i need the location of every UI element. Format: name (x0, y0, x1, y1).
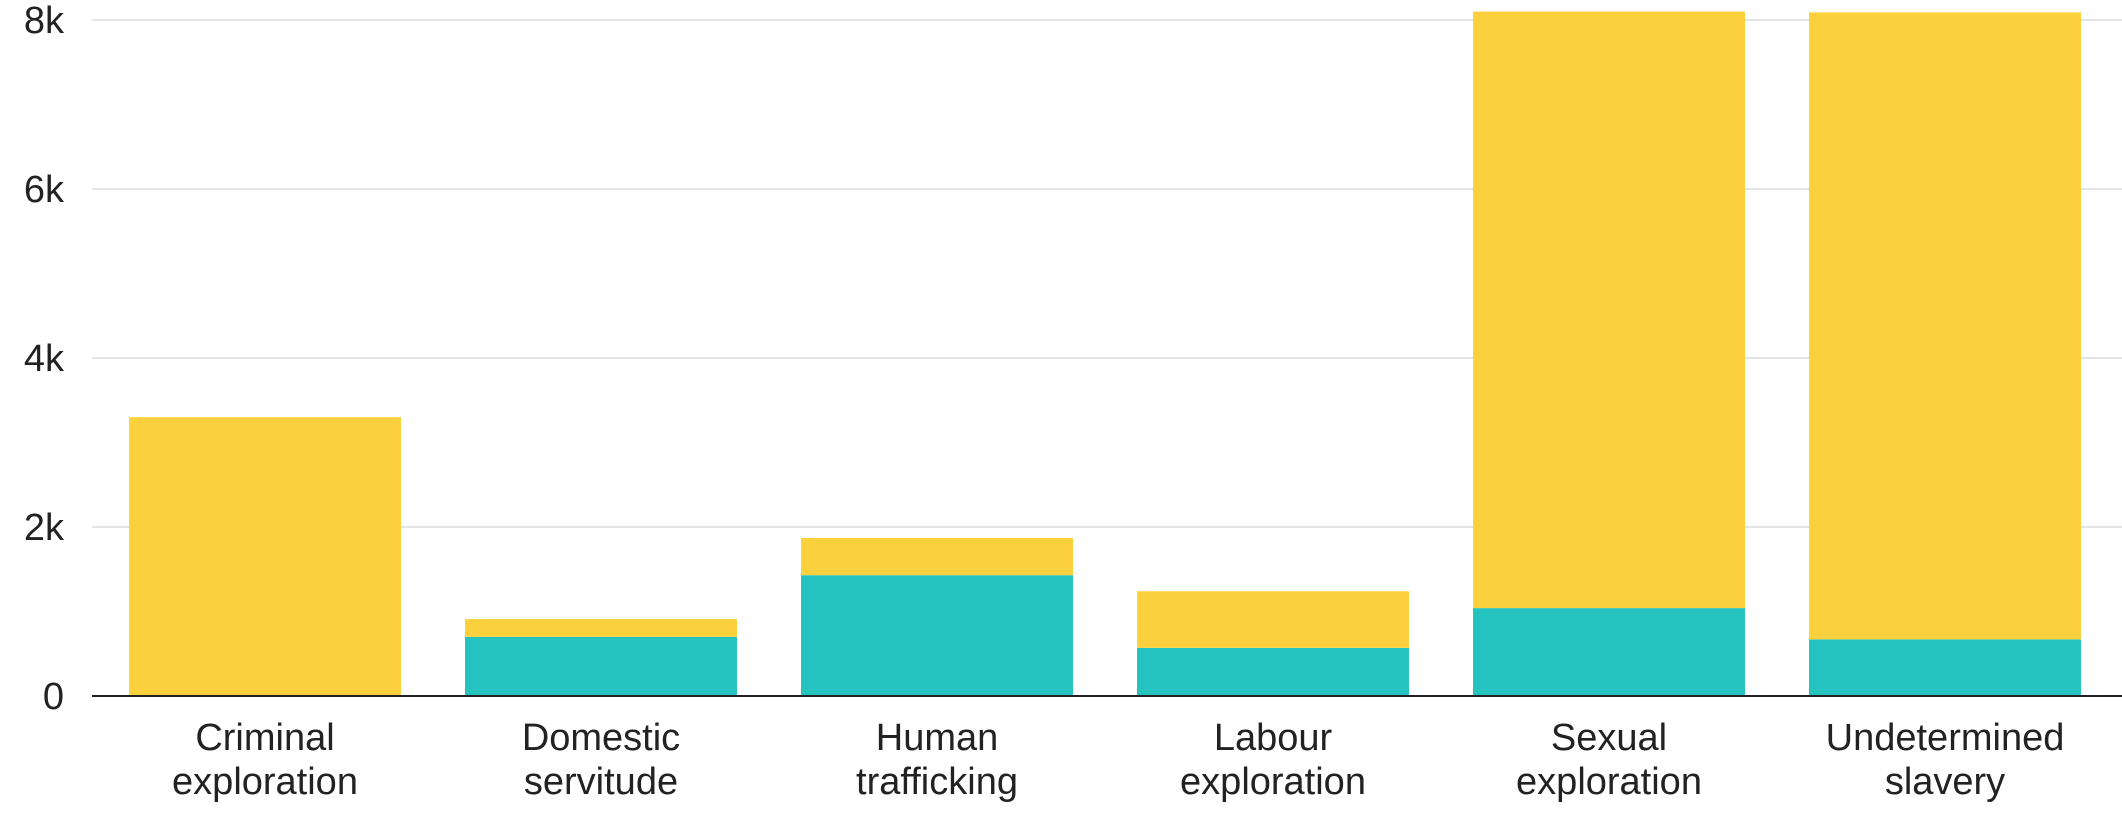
bar-3-segment-0 (1137, 647, 1409, 696)
bar-2-segment-0 (801, 575, 1073, 696)
x-category-label-5-line-1: slavery (1885, 761, 2005, 803)
y-tick-label-6k: 6k (24, 169, 65, 211)
bar-2-segment-1 (801, 537, 1073, 576)
x-category-label-3-line-0: Labour (1214, 717, 1333, 759)
x-category-label-0-line-0: Criminal (195, 717, 334, 759)
bars (129, 11, 2081, 696)
bar-1-segment-0 (465, 636, 737, 696)
y-tick-label-8k: 8k (24, 0, 65, 42)
y-tick-label-2k: 2k (24, 507, 65, 549)
x-category-label-0: Criminal exploration (172, 717, 358, 803)
x-category-label-4-line-1: exploration (1516, 761, 1702, 803)
x-category-label-1: Domestic servitude (522, 717, 680, 803)
y-tick-label-0: 0 (43, 676, 64, 718)
x-category-label-2-line-0: Human (876, 717, 999, 759)
bar-5-segment-0 (1809, 639, 2081, 696)
x-category-label-5: Undetermined slavery (1826, 717, 2065, 803)
x-category-label-5-line-0: Undetermined (1826, 717, 2065, 759)
x-category-label-2: Human trafficking (856, 717, 1018, 803)
bar-4-segment-0 (1473, 608, 1745, 696)
bar-3-segment-1 (1137, 591, 1409, 648)
bar-5-segment-1 (1809, 12, 2081, 640)
x-category-label-2-line-1: trafficking (856, 761, 1018, 803)
gridlines (92, 19, 2122, 528)
bar-0-segment-1 (129, 417, 401, 696)
bar-4-segment-1 (1473, 11, 1745, 609)
bar-1-segment-1 (465, 619, 737, 637)
x-category-label-3-line-1: exploration (1180, 761, 1366, 803)
x-category-label-4-line-0: Sexual (1551, 717, 1667, 759)
x-category-label-1-line-0: Domestic (522, 717, 680, 759)
x-category-label-1-line-1: servitude (524, 761, 678, 803)
y-tick-label-4k: 4k (24, 338, 65, 380)
x-category-label-4: Sexual exploration (1516, 717, 1702, 803)
x-category-label-0-line-1: exploration (172, 761, 358, 803)
y-axis-ticks: 0 2k 4k 6k 8k (24, 0, 65, 718)
x-category-label-3: Labour exploration (1180, 717, 1366, 803)
